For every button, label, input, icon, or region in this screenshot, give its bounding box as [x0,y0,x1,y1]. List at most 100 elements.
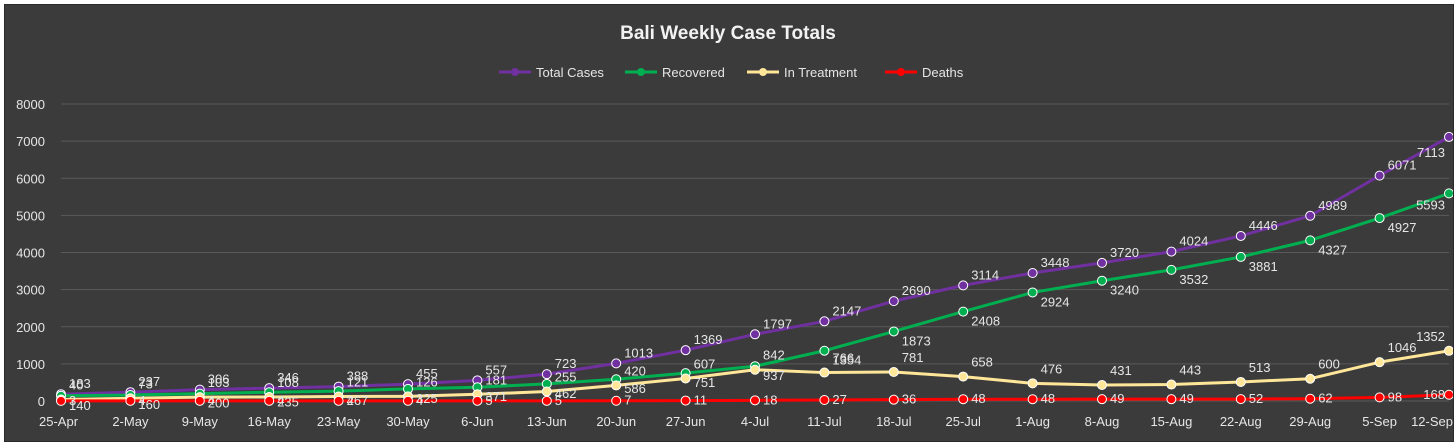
data-label-in-treatment: 600 [1318,357,1340,372]
data-label-total-cases: 4989 [1318,198,1347,213]
data-label-deaths: 11 [694,393,708,408]
data-label-deaths: 18 [763,392,777,407]
data-label-deaths: 7 [624,393,631,408]
x-tick-label: 29-Aug [1289,414,1331,429]
x-tick-label: 25-Jul [945,414,981,429]
series-line-total-cases [60,135,1450,396]
data-label-in-treatment: 781 [902,350,924,365]
data-point-recovered [1097,275,1107,286]
data-label-in-treatment: 658 [971,355,993,370]
data-point-deaths [680,395,691,406]
data-label-deaths: 4 [416,393,423,408]
data-label-in-treatment: 420 [624,363,646,378]
data-label-deaths: 62 [1318,391,1332,406]
data-label-recovered: 325 [416,391,438,406]
data-point-in-treatment [1166,379,1177,390]
data-point-total-cases [1444,131,1453,142]
data-point-deaths [472,395,483,406]
data-point-deaths [125,395,136,406]
y-tick-label: 2000 [16,320,45,335]
data-point-in-treatment [1305,373,1316,384]
data-label-total-cases: 1013 [624,345,653,360]
data-label-deaths: 4 [138,393,145,408]
data-point-in-treatment [1235,376,1246,387]
data-label-total-cases: 306 [208,372,230,387]
data-point-deaths [333,395,344,406]
data-point-deaths [1097,394,1107,405]
data-label-recovered: 4327 [1318,242,1347,257]
data-label-recovered: 160 [138,397,160,412]
x-tick-label: 9-May [182,414,219,429]
data-point-in-treatment [541,386,552,397]
data-label-recovered: 200 [208,396,230,411]
data-label-in-treatment: 443 [1179,363,1201,378]
y-tick-label: 1000 [16,357,45,372]
data-label-total-cases: 7113 [1417,145,1445,160]
x-tick-label: 25-Apr [39,414,79,429]
y-tick-label: 6000 [16,171,45,186]
x-tick-label: 18-Jul [876,414,912,429]
legend-marker-recovered [637,68,645,76]
data-label-total-cases: 3448 [1041,255,1070,270]
data-label-deaths: 52 [1249,391,1263,406]
data-label-deaths: 49 [1179,391,1193,406]
data-label-total-cases: 1369 [694,332,723,347]
data-label-recovered: 937 [763,368,785,383]
data-label-recovered: 2408 [971,314,1000,329]
data-point-deaths [194,395,205,406]
data-label-recovered: 3532 [1179,272,1208,287]
data-label-total-cases: 557 [485,362,507,377]
x-tick-label: 16-May [248,414,292,429]
data-label-deaths: 48 [1041,391,1055,406]
data-label-total-cases: 4446 [1249,218,1278,233]
x-tick-label: 12-Sep [1411,414,1453,429]
data-label-deaths: 98 [1388,389,1402,404]
data-label-deaths: 4 [347,393,354,408]
data-point-total-cases [819,316,830,327]
data-label-recovered: 371 [485,389,507,404]
x-tick-label: 11-Jul [807,414,842,429]
data-point-recovered [819,345,830,356]
data-label-in-treatment: 1046 [1388,340,1417,355]
x-tick-label: 4-Jul [741,414,769,429]
x-tick-label: 22-Aug [1220,414,1262,429]
data-point-deaths [611,395,622,406]
legend-label-deaths: Deaths [922,65,964,80]
data-point-recovered [1444,188,1453,199]
data-point-in-treatment [680,373,691,384]
x-tick-label: 6-Jun [461,414,494,429]
data-label-total-cases: 723 [555,356,577,371]
data-label-in-treatment: 255 [555,370,577,385]
data-point-deaths [1374,392,1385,403]
data-point-total-cases [750,329,760,340]
data-point-total-cases [958,280,969,291]
data-label-recovered: 751 [694,375,716,390]
data-label-recovered: 1873 [902,333,931,348]
data-label-recovered: 586 [624,381,646,396]
data-point-in-treatment [1027,378,1038,389]
data-label-deaths: 5 [485,393,492,408]
x-tick-label: 13-Jun [527,414,567,429]
data-label-recovered: 5593 [1416,197,1445,212]
data-point-deaths [1166,394,1177,405]
data-point-deaths [958,394,969,405]
data-label-recovered: 3881 [1249,259,1278,274]
data-label-in-treatment: 181 [485,372,507,387]
legend-label-in-treatment: In Treatment [784,65,857,80]
data-label-deaths: 48 [971,391,985,406]
data-point-total-cases [541,369,552,380]
x-tick-label: 1-Aug [1015,414,1050,429]
data-point-total-cases [1166,246,1177,257]
legend-marker-total-cases [511,68,519,76]
data-label-in-treatment: 40 [69,378,83,393]
data-point-in-treatment [1444,345,1453,356]
x-tick-label: 5-Sep [1362,414,1397,429]
data-point-in-treatment [819,367,830,378]
x-tick-label: 2-May [112,414,149,429]
data-point-deaths [56,395,66,406]
x-tick-label: 23-May [317,414,361,429]
data-point-recovered [1305,235,1316,246]
data-label-total-cases: 388 [347,369,369,384]
data-label-in-treatment: 73 [138,376,152,391]
data-point-total-cases [888,296,899,307]
